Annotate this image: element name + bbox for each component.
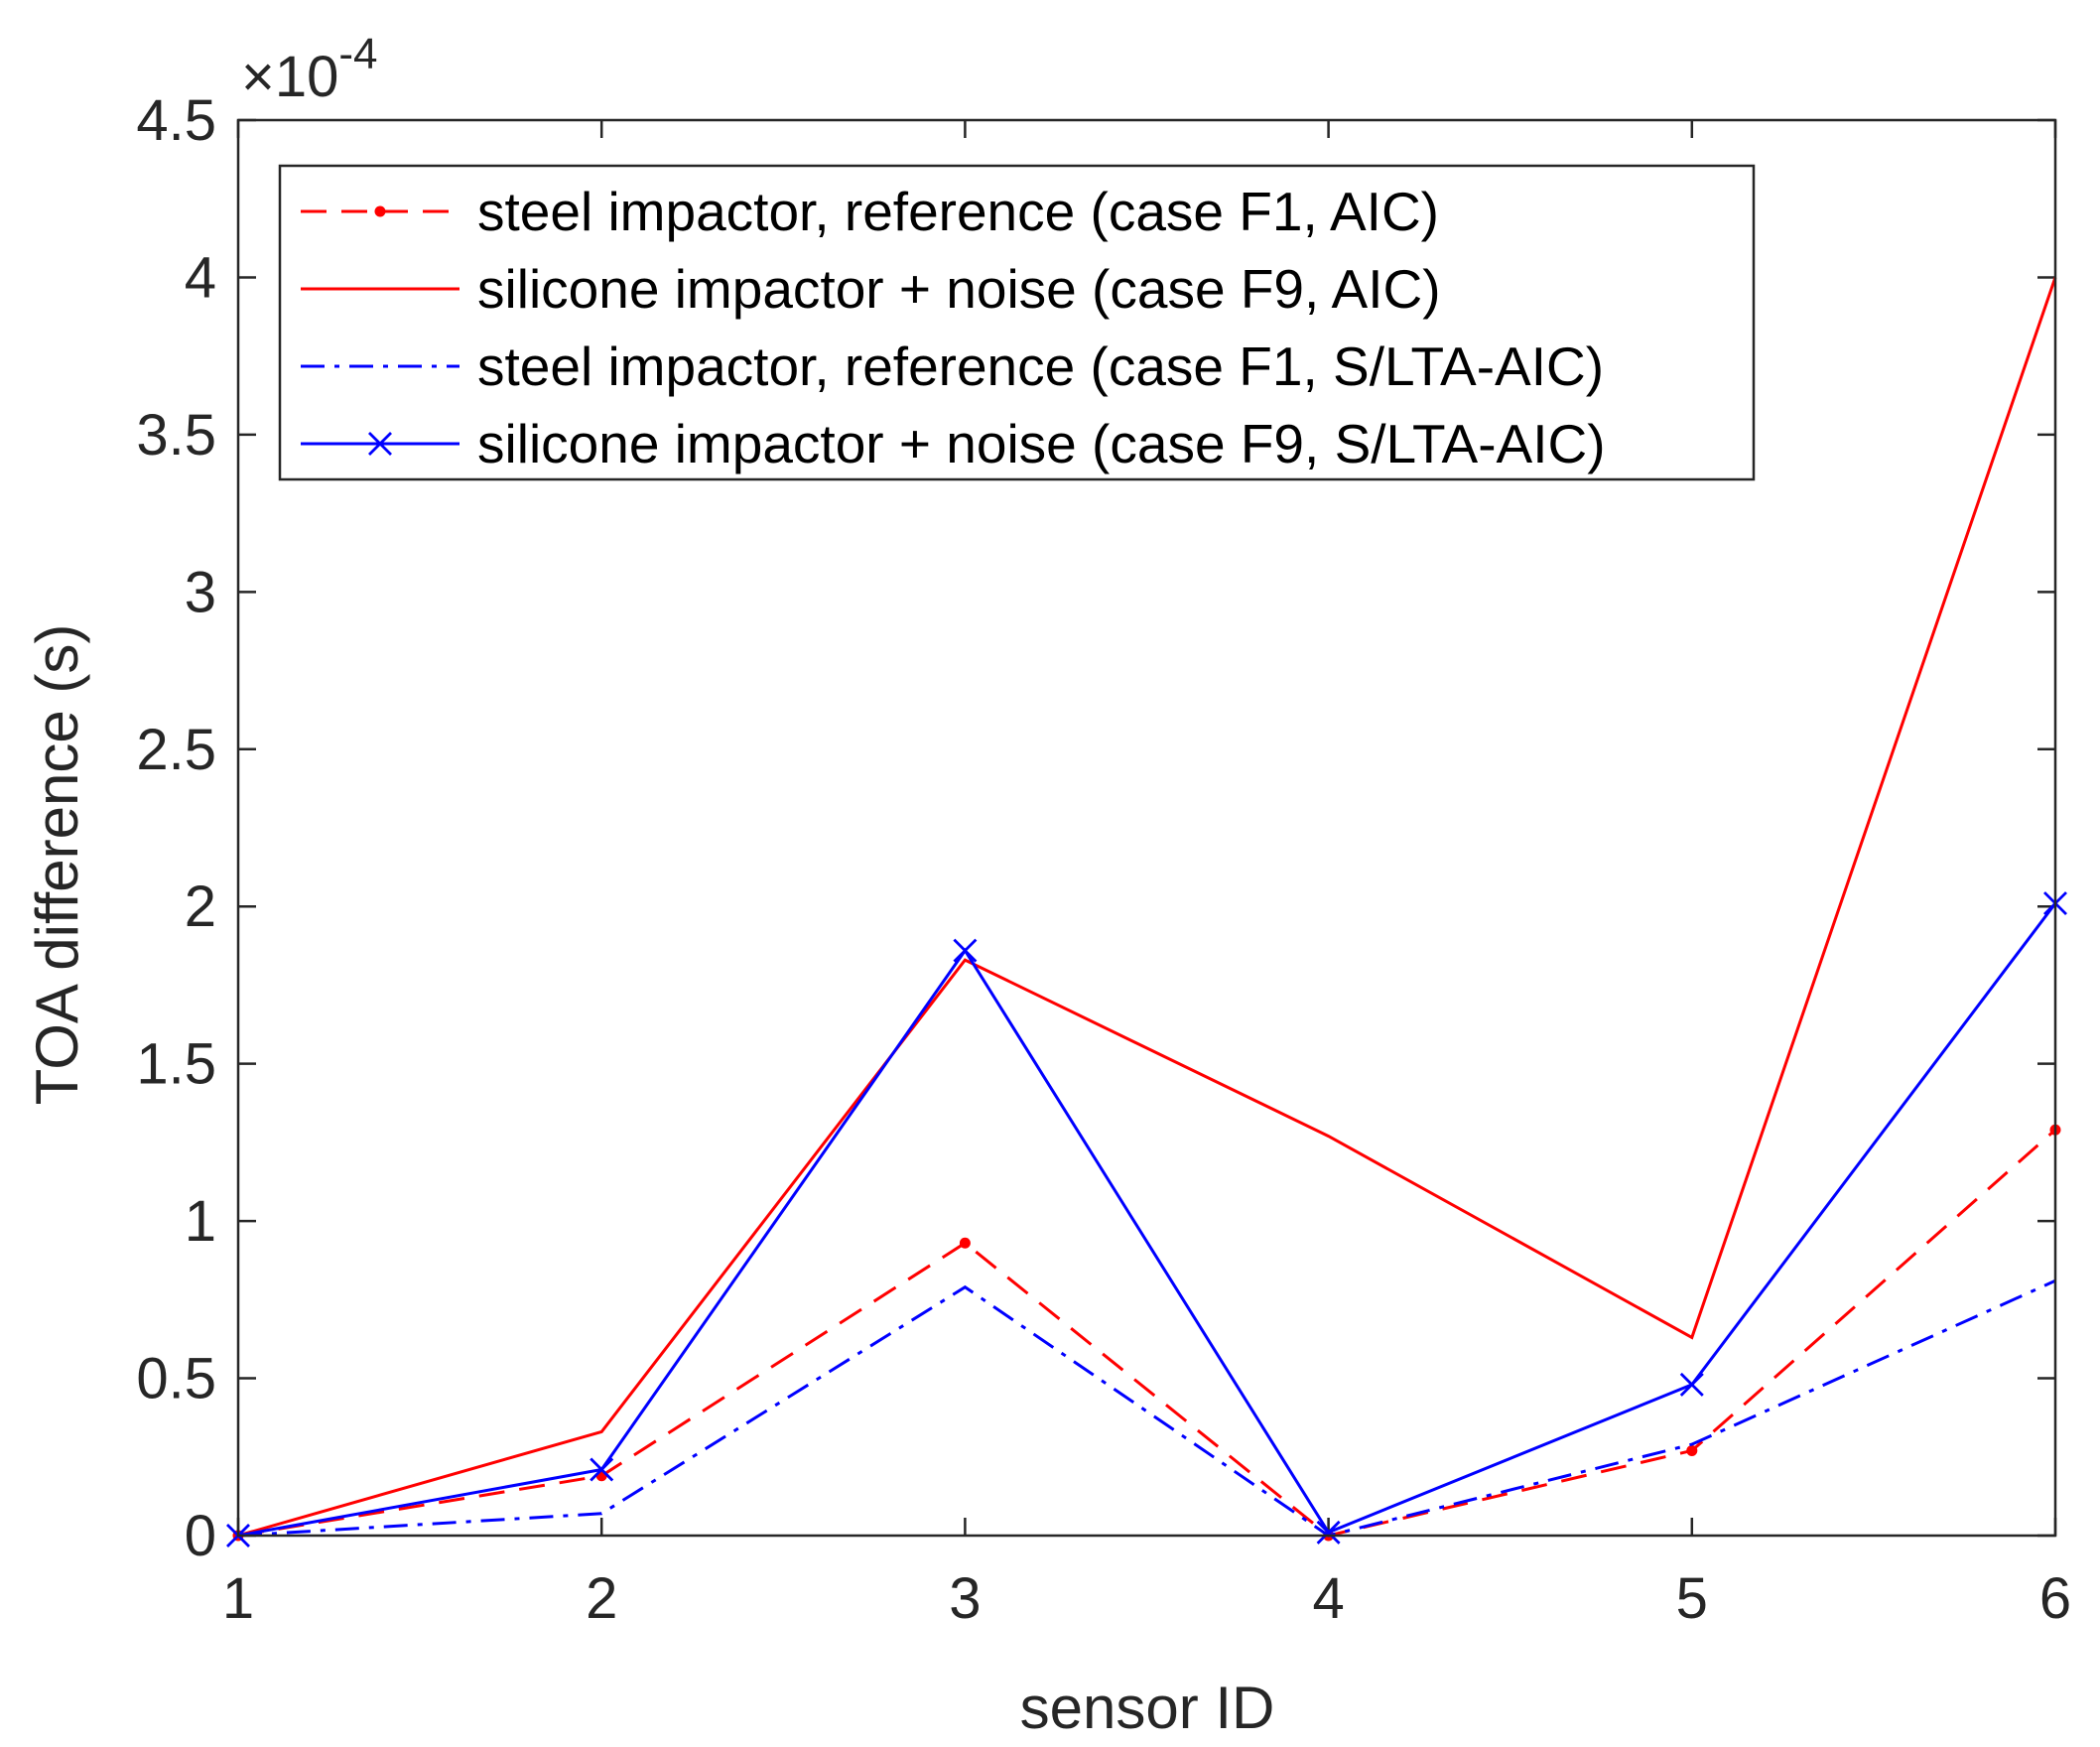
y-tick-label: 3 — [185, 560, 216, 624]
series-silicone-impactor-noise-case-f9-s-lta-aic-marker-x — [1316, 1520, 1341, 1545]
series-steel-impactor-reference-case-f1-aic-line — [237, 1129, 2056, 1538]
y-tick-label: 1 — [185, 1189, 216, 1254]
axis-ticks: 0 0.5 1 1.5 2 2.5 3 3.5 4 4.5 1 2 3 4 5 6 — [136, 88, 2071, 1631]
series-silicone-impactor-noise-case-f9-aic-line — [237, 276, 2057, 1538]
x-axis-label: sensor ID — [1020, 1675, 1275, 1741]
y-tick-label: 4.5 — [136, 88, 216, 153]
y-tick-label: 3.5 — [136, 403, 216, 468]
y-tick-label: 0.5 — [136, 1347, 216, 1411]
legend-entry-4: silicone impactor + noise (case F9, S/LT… — [477, 413, 1606, 474]
series-silicone-impactor-noise-case-f9-aic — [237, 276, 2057, 1538]
series-silicone-impactor-noise-case-f9-s-lta-aic-marker-x — [1679, 1372, 1704, 1397]
y-axis-label: TOA difference (s) — [24, 624, 90, 1106]
legend-swatch-4-marker-x — [368, 432, 392, 456]
y-axis-exponent: ×10-4 — [241, 30, 378, 109]
series-silicone-impactor-noise-case-f9-s-lta-aic — [226, 891, 2067, 1547]
x-tick-label: 3 — [949, 1566, 981, 1631]
legend-entry-1: steel impactor, reference (case F1, AIC) — [477, 181, 1439, 242]
y-tick-label: 4 — [185, 245, 216, 310]
legend-box — [278, 164, 1756, 481]
legend-entry-2: silicone impactor + noise (case F9, AIC) — [477, 258, 1441, 320]
legend: steel impactor, reference (case F1, AIC)… — [278, 164, 1756, 481]
series-steel-impactor-reference-case-f1-s-lta-aic — [237, 1278, 2056, 1538]
series-silicone-impactor-noise-case-f9-s-lta-aic-marker-x — [953, 938, 978, 963]
series-lines — [226, 276, 2067, 1547]
series-silicone-impactor-noise-case-f9-s-lta-aic-line — [237, 902, 2057, 1538]
x-tick-label: 2 — [586, 1566, 617, 1631]
y-tick-label: 0 — [185, 1504, 216, 1568]
x-tick-label: 1 — [222, 1566, 254, 1631]
y-tick-label: 2.5 — [136, 718, 216, 782]
x-tick-label: 6 — [2039, 1566, 2071, 1631]
series-steel-impactor-reference-case-f1-aic-marker-dot — [959, 1237, 971, 1249]
x-tick-label: 4 — [1312, 1566, 1344, 1631]
axes-frame — [236, 118, 2057, 1538]
series-silicone-impactor-noise-case-f9-s-lta-aic-marker-x — [590, 1457, 614, 1482]
legend-entry-3: steel impactor, reference (case F1, S/LT… — [477, 336, 1604, 397]
legend-swatch-1-marker-dot — [374, 205, 386, 217]
y-tick-label: 1.5 — [136, 1032, 216, 1097]
series-steel-impactor-reference-case-f1-s-lta-aic-line — [237, 1278, 2056, 1538]
y-tick-label: 2 — [185, 874, 216, 939]
x-tick-label: 5 — [1676, 1566, 1708, 1631]
axes-box — [236, 118, 2057, 1538]
series-steel-impactor-reference-case-f1-aic-marker-dot — [1686, 1444, 1698, 1456]
